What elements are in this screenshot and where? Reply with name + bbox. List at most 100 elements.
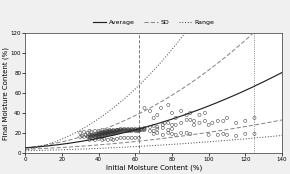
Point [98, 133, 103, 136]
Point [148, 129, 152, 132]
Point [115, 128, 119, 131]
Point [142, 106, 147, 109]
Point [160, 124, 165, 126]
Point [104, 130, 108, 133]
Point [142, 128, 147, 130]
Point [89, 135, 94, 138]
Point [203, 112, 207, 114]
Point [129, 136, 134, 139]
Point [197, 121, 202, 124]
Point [206, 133, 211, 136]
Point [111, 130, 116, 133]
Point [111, 132, 116, 135]
Point [188, 132, 193, 135]
Point [89, 130, 94, 133]
Point [104, 129, 108, 132]
Y-axis label: Final Moisture Content (%): Final Moisture Content (%) [3, 46, 9, 140]
Point [131, 128, 136, 131]
Point [170, 128, 174, 130]
Point [221, 120, 226, 122]
Point [93, 135, 97, 138]
Point [188, 118, 193, 121]
Point [122, 128, 127, 131]
Point [188, 112, 193, 114]
Point [96, 137, 101, 140]
Point [111, 128, 116, 131]
Point [104, 133, 108, 136]
Point [142, 126, 147, 129]
Point [151, 124, 156, 127]
Point [109, 132, 114, 134]
Point [234, 121, 238, 124]
Point [148, 125, 152, 128]
Point [137, 129, 141, 132]
Point [160, 133, 165, 136]
Point [113, 132, 117, 134]
Point [85, 135, 90, 138]
Point [170, 132, 174, 135]
Point [215, 120, 220, 122]
Point [206, 124, 211, 126]
Point [160, 126, 165, 129]
Point [115, 130, 119, 133]
Point [151, 129, 156, 132]
Point [197, 114, 202, 116]
Point [107, 132, 112, 134]
Point [102, 132, 106, 135]
Point [117, 130, 121, 133]
Point [179, 132, 184, 134]
Point [113, 130, 117, 133]
Point [85, 132, 90, 134]
Point [120, 129, 125, 132]
Point [87, 135, 92, 137]
Point [100, 130, 105, 133]
Point [106, 129, 110, 132]
Point [155, 125, 160, 128]
Point [111, 132, 116, 134]
Point [95, 133, 99, 136]
Point [179, 121, 184, 124]
Point [100, 132, 105, 135]
Point [166, 132, 171, 134]
Point [102, 133, 106, 136]
Point [133, 128, 138, 130]
Point [192, 120, 196, 122]
Point [126, 128, 130, 130]
Point [98, 135, 103, 137]
Point [104, 132, 108, 135]
Point [107, 128, 112, 131]
Point [135, 129, 139, 132]
Point [96, 133, 101, 136]
Point [243, 132, 248, 135]
Point [225, 133, 229, 136]
Point [252, 117, 257, 119]
Point [166, 128, 171, 131]
Point [184, 132, 189, 134]
Point [111, 129, 116, 132]
Point [140, 128, 145, 131]
Point [184, 114, 189, 116]
Point [243, 120, 248, 122]
Point [95, 132, 99, 135]
Point [106, 133, 110, 136]
Point [87, 133, 92, 136]
Point [100, 128, 105, 131]
Point [100, 135, 105, 137]
Point [91, 133, 95, 136]
Point [124, 128, 128, 131]
Point [93, 139, 97, 141]
Point [155, 128, 160, 130]
Point [102, 132, 106, 134]
Point [133, 129, 138, 132]
Point [210, 121, 215, 124]
Point [109, 129, 114, 132]
Point [135, 128, 139, 131]
Point [133, 128, 138, 131]
Point [159, 106, 163, 109]
Point [142, 128, 147, 131]
Point [109, 132, 114, 135]
Point [89, 135, 94, 137]
Point [225, 117, 229, 119]
Point [117, 128, 121, 131]
Point [120, 128, 125, 131]
